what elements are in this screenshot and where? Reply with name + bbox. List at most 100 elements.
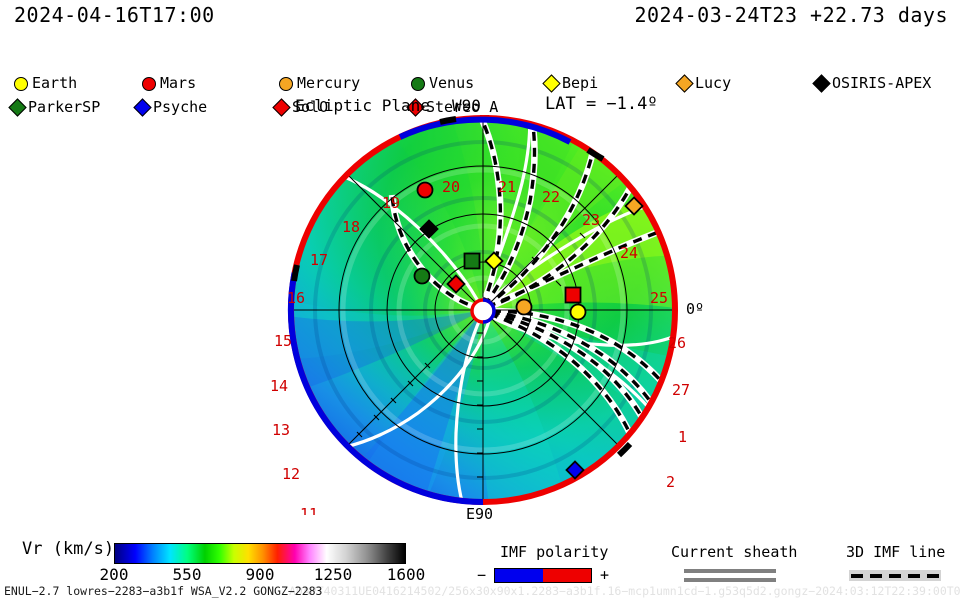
body-marker-stereo-a bbox=[564, 286, 582, 304]
svg-text:27: 27 bbox=[672, 381, 690, 399]
diamond-marker-icon bbox=[675, 74, 694, 93]
legend-item-label: Bepi bbox=[562, 74, 599, 92]
legend-item-label: Earth bbox=[32, 74, 78, 92]
carrington-tick-labels: 27 1 2 3 4 5 6 7 8 9 10 11 12 13 14 15 1… bbox=[270, 178, 690, 515]
current-sheath-swatch bbox=[684, 569, 776, 582]
legend-item-label: ParkerSP bbox=[28, 98, 101, 116]
diamond-marker-icon bbox=[8, 98, 27, 117]
legend-item-stereo-a: Stereo_A bbox=[406, 98, 499, 117]
body-marker-mercury bbox=[515, 298, 533, 316]
header-left-timestamp: 2024-04-16T17:00 bbox=[14, 3, 215, 27]
body-marker-lucy bbox=[624, 196, 644, 216]
svg-text:21: 21 bbox=[498, 178, 516, 196]
svg-text:15: 15 bbox=[274, 332, 292, 350]
sun-marker bbox=[470, 298, 496, 324]
legend-item-label: Lucy bbox=[695, 74, 732, 92]
colorbar-tick-label: 1600 bbox=[386, 565, 426, 584]
colorbar-tick-label: 1250 bbox=[313, 565, 353, 584]
grid-minor-ticks bbox=[356, 232, 586, 478]
svg-text:19: 19 bbox=[382, 194, 400, 212]
colorbar-tick-label: 200 bbox=[99, 565, 129, 584]
svg-text:11: 11 bbox=[300, 505, 318, 515]
svg-text:17: 17 bbox=[310, 251, 328, 269]
body-marker-earth bbox=[569, 303, 587, 321]
legend-item-earth: Earth bbox=[14, 76, 77, 91]
legend-item-label: Psyche bbox=[153, 98, 208, 116]
polar-plot-svg: 27 1 2 3 4 5 6 7 8 9 10 11 12 13 14 15 1… bbox=[270, 115, 690, 515]
diamond-marker-icon bbox=[812, 74, 831, 93]
legend-item-psyche: Psyche bbox=[133, 98, 208, 117]
svg-text:14: 14 bbox=[270, 377, 288, 395]
circle-marker-icon bbox=[411, 76, 425, 91]
imf-line-dash bbox=[908, 574, 920, 578]
body-markers bbox=[413, 181, 644, 480]
legend-item-label: OSIRIS-APEX bbox=[832, 74, 932, 92]
imf-polarity-negative-swatch bbox=[495, 569, 543, 582]
legend-item-label: SolO bbox=[292, 98, 329, 116]
svg-text:13: 13 bbox=[272, 421, 290, 439]
legend-item-mars: Mars bbox=[142, 76, 196, 91]
circle-marker-icon bbox=[142, 76, 156, 91]
body-marker-parkersp bbox=[463, 252, 481, 270]
legend-item-bepi: Bepi bbox=[542, 74, 599, 93]
imf-line-title: 3D IMF line bbox=[846, 543, 946, 561]
body-legend: Earth Mars Mercury Venus Bepi Lucy OSIRIS-APEX… bbox=[0, 36, 960, 117]
svg-text:25: 25 bbox=[650, 289, 668, 307]
legend-item-parkersp: ParkerSP bbox=[8, 98, 101, 117]
body-marker-osiris-apex bbox=[419, 219, 439, 239]
imf-line-dash bbox=[851, 574, 863, 578]
svg-text:24: 24 bbox=[620, 244, 638, 262]
svg-text:2: 2 bbox=[666, 473, 675, 491]
polarity-rim bbox=[287, 115, 678, 505]
circle-marker-icon bbox=[14, 76, 28, 91]
svg-text:20: 20 bbox=[442, 178, 460, 196]
imf-line-dash bbox=[870, 574, 882, 578]
imf-line-dash bbox=[889, 574, 901, 578]
legend-item-lucy: Lucy bbox=[675, 74, 732, 93]
imf-polarity-title: IMF polarity bbox=[500, 543, 609, 561]
plot-zero-degree-label: 0º bbox=[686, 300, 705, 318]
colorbar-tick-label: 900 bbox=[245, 565, 275, 584]
imf-line-swatch bbox=[849, 570, 941, 581]
velocity-colorbar bbox=[114, 543, 406, 564]
legend-item-label: Mars bbox=[160, 74, 197, 92]
footer-watermark-text: ADAPT40311UE0416214502/256x30x90x1.2283−… bbox=[289, 584, 960, 598]
diamond-marker-icon bbox=[133, 98, 152, 117]
plot-latitude-label: LAT = −1.4º bbox=[545, 94, 658, 114]
legend-item-label: Venus bbox=[429, 74, 475, 92]
plot-title: Ecliptic Plane bbox=[295, 96, 430, 115]
body-marker-venus bbox=[413, 267, 431, 285]
legend-item-solo: SolO bbox=[272, 98, 329, 117]
footer-model-text: ENUL−2.7 lowres−2283−a3b1f WSA_V2.2 GONG… bbox=[4, 584, 323, 598]
svg-text:1: 1 bbox=[678, 428, 687, 446]
body-marker-mars bbox=[416, 181, 434, 199]
solar-wind-polar-plot: 27 1 2 3 4 5 6 7 8 9 10 11 12 13 14 15 1… bbox=[270, 95, 690, 515]
legend-item-label: Stereo_A bbox=[426, 98, 499, 116]
colorbar-title: Vr (km/s) bbox=[22, 539, 115, 559]
plot-e90-label: E90 bbox=[466, 505, 494, 523]
body-marker-solo bbox=[446, 274, 466, 294]
legend-item-label: Mercury bbox=[297, 74, 361, 92]
header-right-timestamp: 2024-03-24T23 +22.73 days bbox=[634, 3, 948, 27]
svg-text:26: 26 bbox=[668, 334, 686, 352]
svg-text:18: 18 bbox=[342, 218, 360, 236]
body-marker-bepi bbox=[484, 251, 504, 271]
imf-polarity-minus-label: − bbox=[477, 566, 487, 584]
svg-text:3: 3 bbox=[642, 513, 651, 515]
imf-polarity-plus-label: + bbox=[600, 566, 610, 584]
imf-line-dash bbox=[927, 574, 939, 578]
body-marker-psyche bbox=[565, 460, 585, 480]
plot-w90-label: W90 bbox=[452, 96, 481, 115]
legend-item-mercury: Mercury bbox=[279, 76, 360, 91]
circle-marker-icon bbox=[279, 76, 293, 91]
svg-text:22: 22 bbox=[542, 188, 560, 206]
current-sheath-title: Current sheath bbox=[671, 543, 798, 561]
imf-polarity-positive-swatch bbox=[543, 569, 591, 582]
svg-text:23: 23 bbox=[582, 211, 600, 229]
current-sheath-line-top bbox=[684, 569, 776, 573]
legend-item-venus: Venus bbox=[411, 76, 474, 91]
colorbar-tick-label: 550 bbox=[172, 565, 202, 584]
svg-text:12: 12 bbox=[282, 465, 300, 483]
legend-item-osiris-apex: OSIRIS-APEX bbox=[812, 74, 932, 93]
diamond-marker-icon bbox=[542, 74, 561, 93]
